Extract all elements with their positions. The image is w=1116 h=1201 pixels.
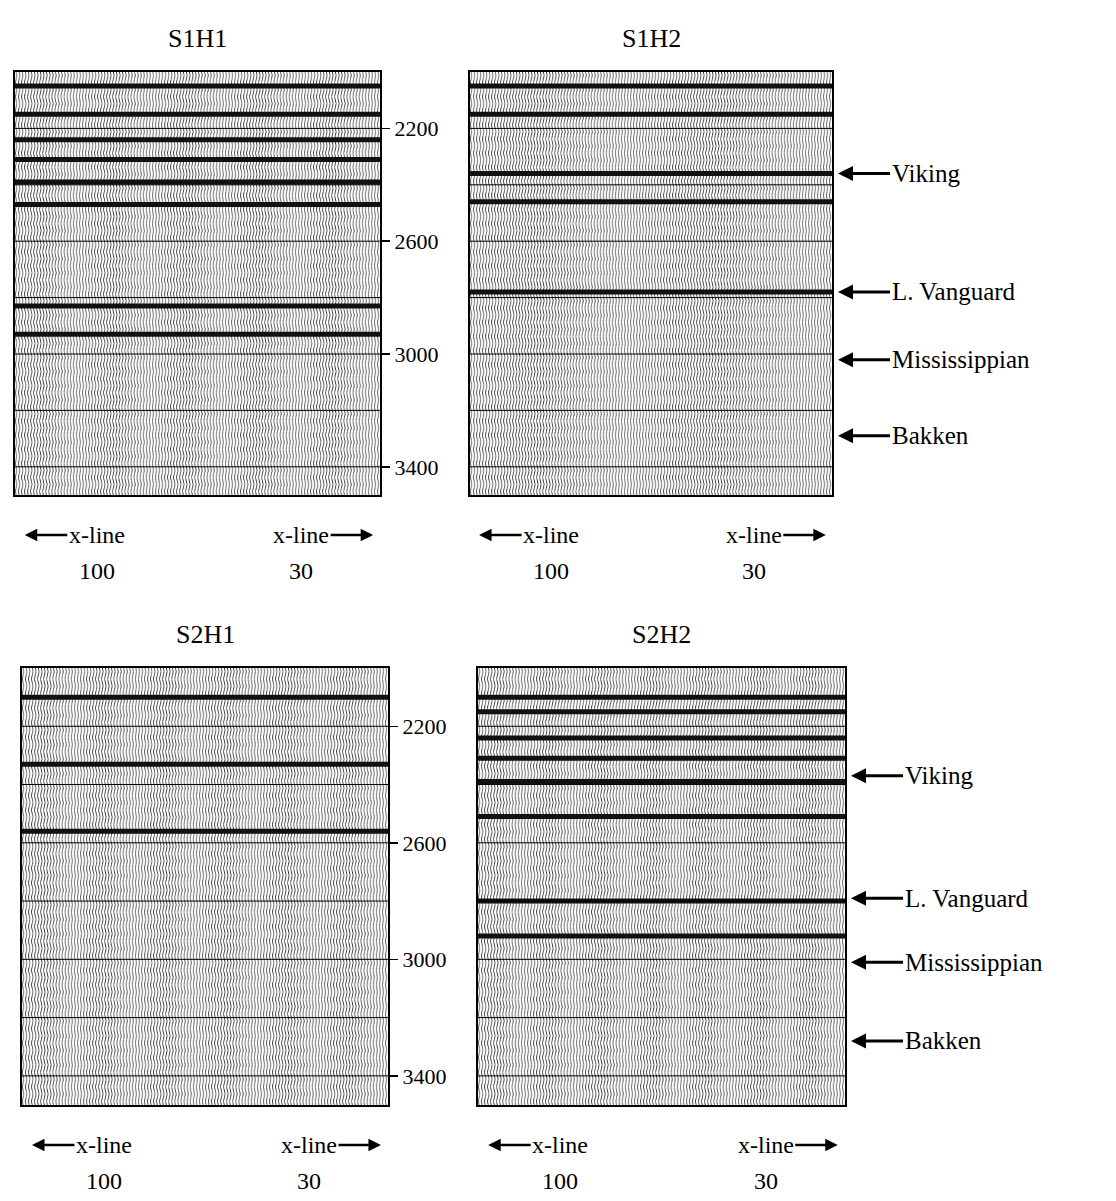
svg-text:30: 30 [742,558,766,584]
svg-text:100: 100 [533,558,569,584]
svg-text:S2H2: S2H2 [632,620,691,649]
svg-text:Viking: Viking [892,160,960,187]
svg-text:2600: 2600 [402,831,446,856]
svg-text:Bakken: Bakken [892,422,969,449]
svg-text:3400: 3400 [402,1064,446,1089]
svg-text:x-line: x-line [738,1132,794,1158]
svg-text:x-line: x-line [281,1132,337,1158]
svg-text:x-line: x-line [523,522,579,548]
svg-text:30: 30 [754,1168,778,1194]
svg-text:100: 100 [86,1168,122,1194]
svg-text:x-line: x-line [532,1132,588,1158]
svg-text:x-line: x-line [69,522,125,548]
svg-text:2600: 2600 [394,229,438,254]
svg-text:L. Vanguard: L. Vanguard [905,885,1029,912]
svg-text:3000: 3000 [394,342,438,367]
svg-text:30: 30 [297,1168,321,1194]
svg-text:x-line: x-line [726,522,782,548]
svg-text:Bakken: Bakken [905,1027,982,1054]
svg-text:S1H1: S1H1 [168,24,227,53]
svg-text:Mississippian: Mississippian [892,346,1030,373]
svg-text:Viking: Viking [905,762,973,789]
svg-text:100: 100 [79,558,115,584]
svg-text:S2H1: S2H1 [176,620,235,649]
svg-text:x-line: x-line [76,1132,132,1158]
svg-text:3000: 3000 [402,947,446,972]
svg-text:Mississippian: Mississippian [905,949,1043,976]
svg-text:S1H2: S1H2 [622,24,681,53]
svg-text:L. Vanguard: L. Vanguard [892,278,1016,305]
svg-text:2200: 2200 [394,116,438,141]
svg-text:3400: 3400 [394,455,438,480]
svg-text:x-line: x-line [273,522,329,548]
svg-text:2200: 2200 [402,714,446,739]
svg-text:100: 100 [542,1168,578,1194]
svg-text:30: 30 [289,558,313,584]
